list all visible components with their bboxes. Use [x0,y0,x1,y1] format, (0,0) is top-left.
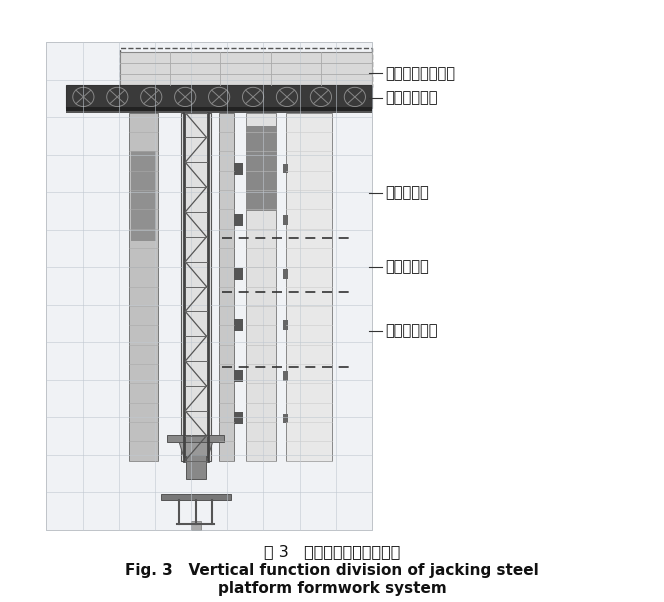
Bar [234,268,243,280]
Bar [246,126,276,211]
Text: 钢平台顶部防护层: 钢平台顶部防护层 [385,66,455,81]
Text: platform formwork system: platform formwork system [218,582,446,596]
Bar [234,163,243,175]
Bar [246,113,276,461]
Bar [283,414,288,423]
Bar [181,113,211,461]
Bar [283,320,288,330]
Bar [66,107,372,111]
Bar [191,521,201,530]
Text: 模板封闭层: 模板封闭层 [385,259,429,274]
Bar [120,48,372,87]
Bar [120,52,372,85]
Bar [66,85,372,108]
Bar [234,319,243,331]
Bar [283,215,288,225]
Text: 钢筋绑扎层: 钢筋绑扎层 [385,185,429,200]
Bar [234,214,243,226]
Bar [46,42,372,530]
Bar [283,371,288,381]
Bar [131,150,156,241]
Bar [283,164,288,173]
Text: Fig. 3   Vertical function division of jacking steel: Fig. 3 Vertical function division of jac… [125,563,539,578]
Bar [286,113,332,461]
Bar [129,113,158,461]
Bar [161,494,231,500]
Polygon shape [179,442,212,458]
Text: 图 3   顶模系统竖向功能分区: 图 3 顶模系统竖向功能分区 [264,545,400,559]
Bar [167,435,224,442]
Bar [234,412,243,424]
Bar [283,269,288,279]
Bar [66,111,372,113]
Bar [234,370,243,382]
Text: 已浇混凝土层: 已浇混凝土层 [385,324,438,338]
Text: 钢平台桁架层: 钢平台桁架层 [385,90,438,105]
Bar [219,113,234,461]
Bar [186,455,206,479]
